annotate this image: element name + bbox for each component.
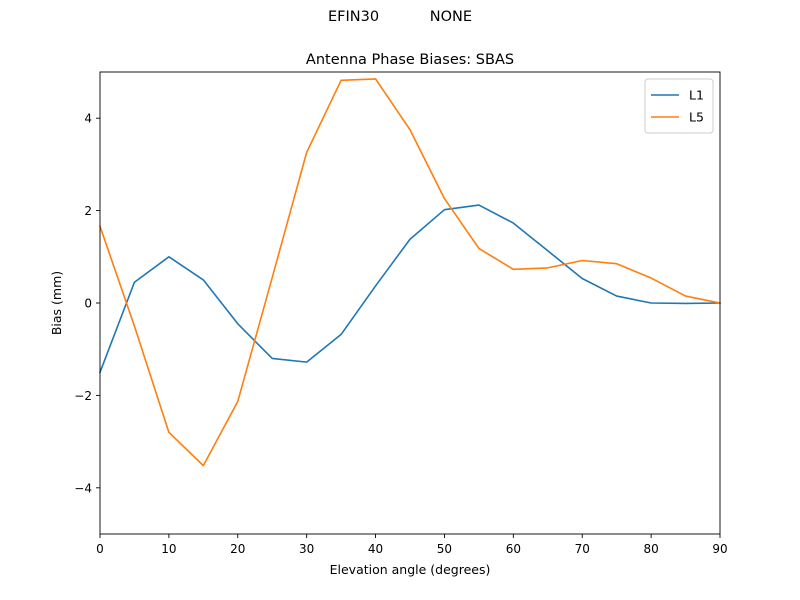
x-tick-label: 10 xyxy=(161,542,176,556)
y-tick-label: 2 xyxy=(84,204,92,218)
legend-box xyxy=(644,78,714,134)
figure-suptitle: EFIN30 NONE xyxy=(327,9,473,25)
x-axis-label: Elevation angle (degrees) xyxy=(330,562,491,577)
series-line-l1 xyxy=(98,204,721,374)
chart-title: Antenna Phase Biases: SBAS xyxy=(306,52,514,68)
x-tick-label: 40 xyxy=(368,542,383,556)
y-tick-label: 0 xyxy=(84,297,92,311)
legend-label-l5: L5 xyxy=(689,110,704,125)
y-tick-label: −4 xyxy=(74,481,92,495)
x-tick-label: 0 xyxy=(96,542,104,556)
x-tick-label: 90 xyxy=(712,542,727,556)
x-tick-label: 70 xyxy=(575,542,590,556)
x-tick-label: 30 xyxy=(299,542,314,556)
y-axis-label: Bias (mm) xyxy=(49,271,64,335)
plot-area: 0 10 20 30 40 50 60 70 80 90 −4 −2 0 2 4 xyxy=(74,71,728,556)
axes-frame xyxy=(99,71,721,535)
series-line-l5 xyxy=(98,78,721,467)
x-tick-label: 60 xyxy=(506,542,521,556)
legend-label-l1: L1 xyxy=(689,88,704,103)
y-tick-label: −2 xyxy=(74,389,92,403)
x-tick-label: 20 xyxy=(230,542,245,556)
y-tick-label: 4 xyxy=(84,112,92,126)
x-tick-label: 80 xyxy=(643,542,658,556)
x-tick-label: 50 xyxy=(437,542,452,556)
